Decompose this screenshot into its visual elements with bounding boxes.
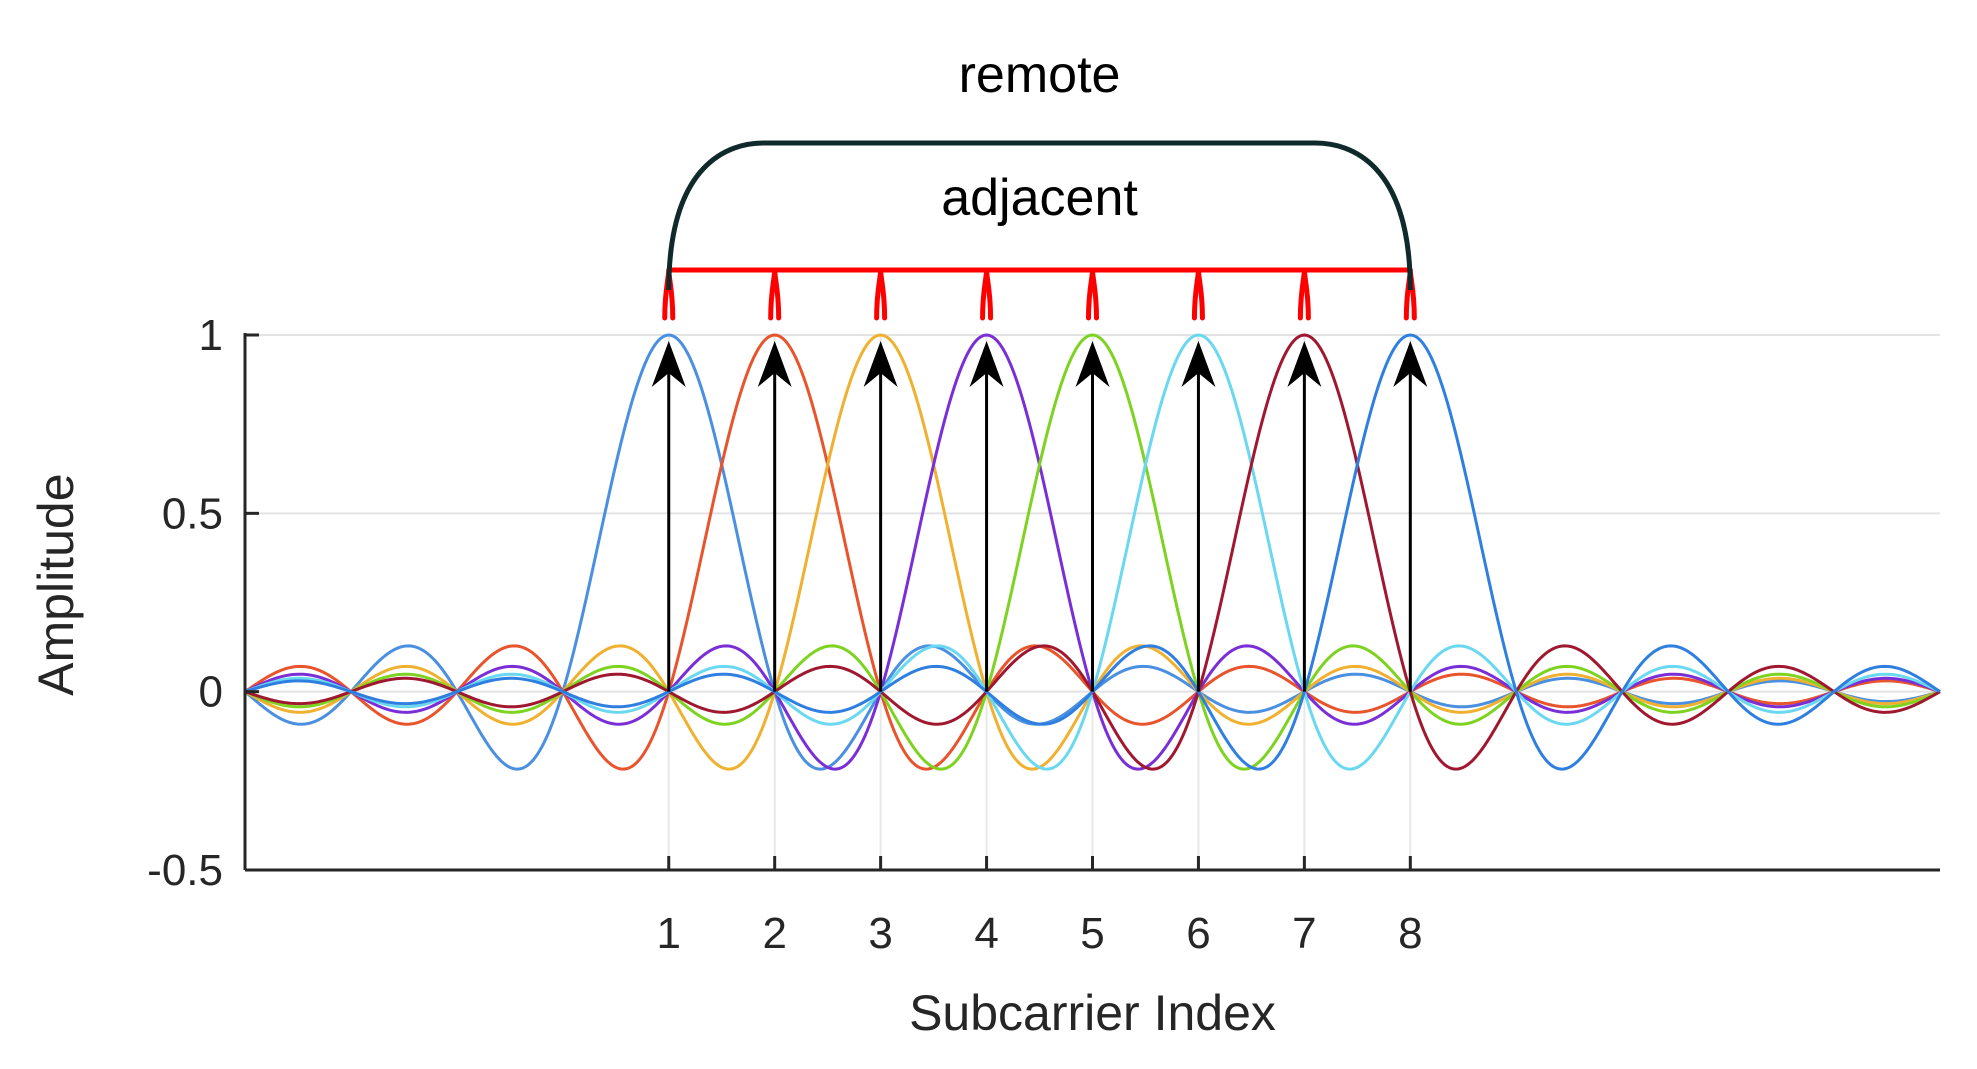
axes: -0.5 0 0.5 1 1 2 3 4 5 6 7 8 (147, 311, 1940, 958)
stem-arrowhead-8 (1393, 341, 1428, 387)
subcarrier-curve-8 (244, 333, 1941, 771)
x-axis-label: Subcarrier Index (909, 985, 1276, 1041)
x-tick-label: 2 (762, 909, 786, 958)
stem-arrowhead-4 (969, 341, 1004, 387)
stem-arrowhead-6 (1181, 341, 1216, 387)
subcarrier-curves (244, 333, 1941, 771)
stem-arrowhead-7 (1287, 341, 1322, 387)
adjacent-brace (662, 267, 1417, 321)
stem-arrowhead-3 (863, 341, 898, 387)
adjacent-label: adjacent (941, 169, 1138, 227)
subcarrier-stems (651, 341, 1428, 692)
x-tick-label: 6 (1186, 909, 1210, 958)
remote-label: remote (959, 46, 1121, 104)
x-tick-label: 7 (1292, 909, 1316, 958)
y-tick-label: 1 (199, 311, 223, 360)
stem-arrowhead-5 (1075, 341, 1110, 387)
y-axis-label: Amplitude (28, 473, 84, 695)
x-tick-label: 5 (1080, 909, 1104, 958)
x-tick-label: 8 (1398, 909, 1422, 958)
x-tick-label: 1 (657, 909, 681, 958)
y-tick-label: -0.5 (147, 846, 223, 895)
x-tick-label: 4 (974, 909, 998, 958)
stem-arrowhead-1 (651, 341, 686, 387)
y-tick-label: 0 (199, 668, 223, 717)
y-tick-label: 0.5 (162, 489, 223, 538)
subcarrier-curve-5 (244, 333, 1941, 771)
remote-brace (666, 140, 1413, 291)
brace-annotations (662, 140, 1417, 321)
x-tick-label: 3 (868, 909, 892, 958)
stem-arrowhead-2 (757, 341, 792, 387)
